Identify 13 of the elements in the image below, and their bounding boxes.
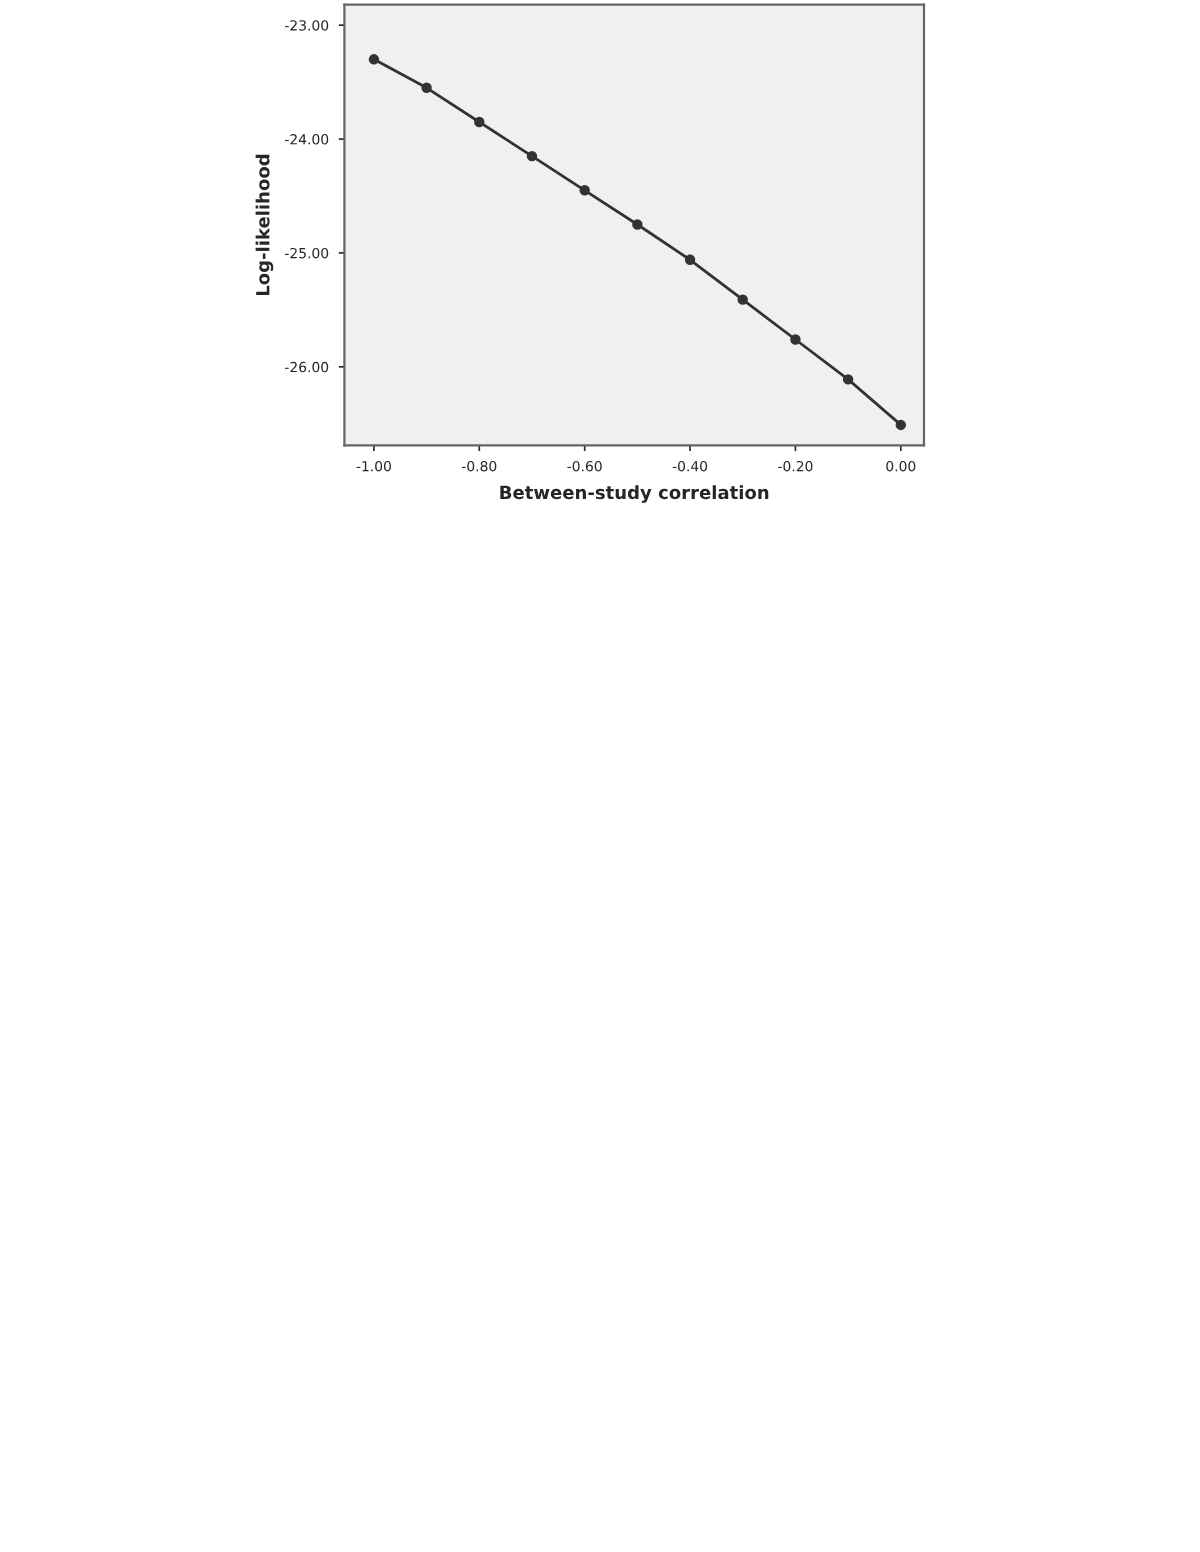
point [895, 419, 907, 431]
point [632, 219, 643, 230]
point [579, 185, 590, 196]
point [474, 116, 485, 128]
x-axis-title: Between-study correlation [500, 485, 769, 503]
point [526, 150, 538, 162]
point [421, 82, 432, 94]
point [790, 334, 801, 345]
point [684, 254, 696, 265]
point [737, 294, 748, 305]
y-axis-title: Log-likelihood [255, 154, 274, 296]
point [368, 54, 380, 65]
point [842, 374, 854, 385]
